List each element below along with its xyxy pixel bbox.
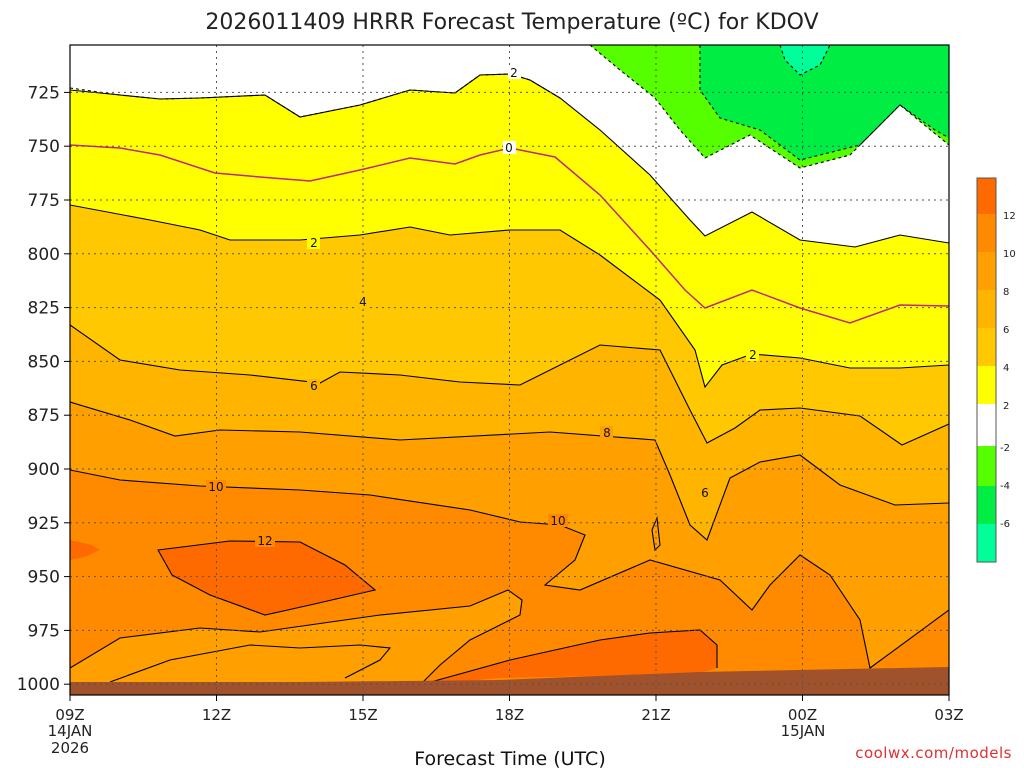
y-axis: 725 750 775 800 825 850 875 900 925 950 … [17, 83, 60, 695]
y-tick-label: 900 [28, 460, 60, 480]
credit-text[interactable]: coolwx.com/models [855, 744, 1012, 762]
colorbar-tick: 12 [1003, 211, 1016, 222]
x-tick-label: 03Z [934, 706, 963, 724]
colorbar-swatch [977, 486, 996, 524]
contour-12-c [419, 629, 718, 686]
plot-frame [69, 44, 950, 696]
contour-label: 2 [310, 236, 318, 250]
x-tick-label: 00Z [788, 706, 817, 724]
contour-12-small [651, 515, 661, 552]
colorbar-tick: 10 [1003, 249, 1016, 260]
x-tick-label: 21Z [641, 706, 670, 724]
x-tick-year: 2026 [51, 739, 89, 757]
contour-lines [70, 45, 949, 686]
x-tick-date: 15JAN [781, 722, 826, 740]
contour-cold-2 [699, 45, 949, 161]
colorbar-swatch [977, 366, 996, 404]
pocket-12-a [158, 541, 375, 615]
contour-10-sfc [70, 589, 523, 686]
contour-label: 6 [701, 486, 709, 500]
colorbar-tick: -6 [1000, 519, 1010, 530]
contour-4 [70, 204, 949, 389]
y-tick-label: 850 [28, 352, 60, 372]
y-tick-label: 775 [28, 191, 60, 211]
contour-cold-1 [589, 45, 949, 169]
y-tick-label: 875 [28, 406, 60, 426]
colorbar-tick: 2 [1003, 401, 1009, 412]
colorbar-swatch [977, 446, 996, 486]
x-axis-label: Forecast Time (UTC) [414, 748, 605, 768]
contour-8-sfc [109, 644, 392, 683]
colorbar-tick: 6 [1003, 325, 1009, 336]
colorbar: 12 10 8 6 4 2 -2 -4 -6 [976, 177, 1016, 563]
colorbar-swatch [977, 214, 996, 252]
pocket-8-10-surface [70, 590, 522, 685]
contour-label: 0 [505, 141, 513, 155]
colorbar-tick: -4 [1000, 481, 1010, 492]
y-tick-label: 950 [28, 568, 60, 588]
x-tick-label: 12Z [202, 706, 231, 724]
y-tick-label: 825 [28, 299, 60, 319]
y-tick-label: 1000 [17, 675, 60, 695]
contour-label: 2 [749, 348, 757, 362]
colorbar-tick: -2 [1000, 443, 1010, 454]
contour-label: 8 [603, 426, 611, 440]
colorbar-tick: 8 [1003, 287, 1009, 298]
contour-label: 10 [208, 480, 223, 494]
y-tick-label: 975 [28, 621, 60, 641]
y-tick-label: 925 [28, 514, 60, 534]
x-tick-label: 15Z [348, 706, 377, 724]
contour-label: 2 [510, 66, 518, 80]
contour-label: 12 [257, 534, 272, 548]
contour-8 [70, 401, 949, 541]
pocket-12-c [420, 630, 717, 685]
contour-label: 6 [310, 379, 318, 393]
contour-label-group: 2 0 2 4 6 8 10 10 12 2 6 [206, 66, 759, 548]
colorbar-swatch [977, 404, 996, 446]
colorbar-swatch [977, 252, 996, 290]
y-tick-label: 725 [28, 83, 60, 103]
x-tick-label: 09Z [55, 706, 84, 724]
contour-cold-3 [779, 45, 831, 76]
colorbar-swatch [977, 524, 996, 562]
band-cm6-m4 [700, 45, 949, 160]
contour-label: 4 [359, 295, 367, 309]
contour-label: 10 [550, 514, 565, 528]
colorbar-swatch [977, 328, 996, 366]
contour-10 [70, 469, 949, 669]
y-tick-label: 750 [28, 137, 60, 157]
colorbar-swatch [977, 178, 996, 214]
x-tick-label: 18Z [495, 706, 524, 724]
x-tick-date: 14JAN [48, 722, 93, 740]
colorbar-tick: 4 [1003, 363, 1009, 374]
chart-title: 2026011409 HRRR Forecast Temperature (ºC… [205, 10, 818, 35]
x-axis: 09Z 12Z 15Z 18Z 21Z 00Z 03Z 14JAN 2026 1… [48, 706, 964, 757]
contour-6 [70, 324, 949, 446]
y-tick-label: 800 [28, 245, 60, 265]
colorbar-swatch [977, 290, 996, 328]
pocket-12-b [70, 540, 100, 560]
